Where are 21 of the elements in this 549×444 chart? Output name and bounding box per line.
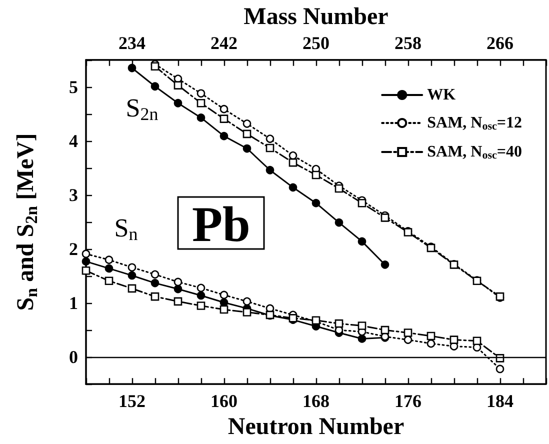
x2-tick-label: 266 — [486, 32, 514, 53]
x2-axis-title: Mass Number — [244, 4, 389, 30]
y-tick-label: 5 — [69, 76, 78, 97]
y-axis-title: Sn and S2n [MeV] — [13, 133, 41, 311]
y-tick-label: 4 — [69, 130, 78, 151]
x-tick-label: 152 — [118, 391, 146, 412]
x-tick-label: 160 — [210, 391, 238, 412]
x2-tick-label: 258 — [394, 32, 422, 53]
x-axis-title: Neutron Number — [228, 414, 404, 440]
x2-tick-label: 242 — [210, 32, 238, 53]
x2-tick-label: 250 — [302, 32, 330, 53]
text: Pb — [192, 196, 250, 252]
x-tick-label: 176 — [394, 391, 422, 412]
y-tick-label: 0 — [69, 347, 78, 368]
x-tick-label: 168 — [302, 391, 330, 412]
x-tick-label: 184 — [486, 391, 514, 412]
y-tick-label: 2 — [69, 239, 78, 260]
legend-label: WK — [427, 86, 456, 104]
y-tick-label: 1 — [69, 293, 78, 314]
x2-tick-label: 234 — [118, 32, 146, 53]
y-tick-label: 3 — [69, 184, 78, 205]
